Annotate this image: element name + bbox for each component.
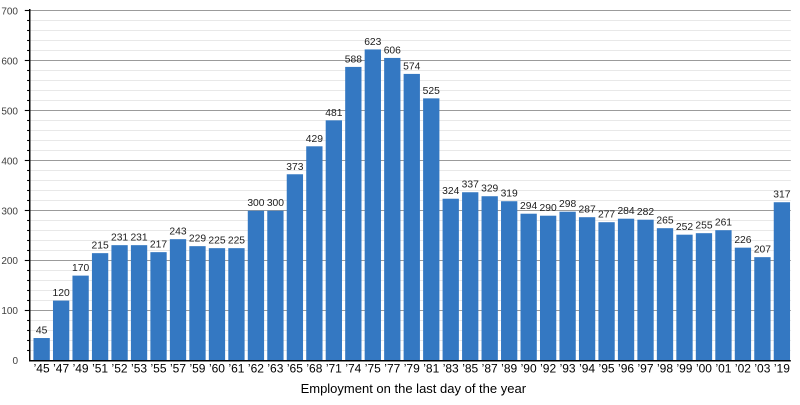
svg-text:’71: ’71 [326, 361, 342, 375]
svg-text:226: 226 [734, 235, 751, 246]
svg-text:231: 231 [111, 233, 128, 244]
svg-text:’02: ’02 [735, 361, 751, 375]
svg-text:287: 287 [578, 205, 595, 216]
svg-text:207: 207 [754, 245, 771, 256]
svg-text:’97: ’97 [638, 361, 654, 375]
svg-text:215: 215 [91, 241, 108, 252]
svg-text:265: 265 [656, 216, 673, 227]
svg-text:231: 231 [130, 233, 147, 244]
svg-text:300: 300 [1, 206, 18, 217]
svg-text:’98: ’98 [657, 361, 673, 375]
svg-text:’19: ’19 [774, 361, 790, 375]
svg-text:’68: ’68 [306, 361, 322, 375]
svg-text:100: 100 [1, 306, 18, 317]
svg-text:337: 337 [462, 180, 479, 191]
svg-text:294: 294 [520, 201, 537, 212]
svg-text:’77: ’77 [384, 361, 400, 375]
svg-text:290: 290 [540, 203, 557, 214]
svg-text:298: 298 [559, 199, 576, 210]
svg-text:’55: ’55 [151, 361, 167, 375]
svg-text:319: 319 [501, 189, 518, 200]
svg-text:’96: ’96 [618, 361, 634, 375]
svg-text:’99: ’99 [676, 361, 692, 375]
svg-text:225: 225 [228, 236, 245, 247]
svg-text:’00: ’00 [696, 361, 712, 375]
svg-text:’62: ’62 [248, 361, 264, 375]
svg-text:’49: ’49 [73, 361, 89, 375]
svg-text:284: 284 [617, 206, 634, 217]
svg-text:’01: ’01 [715, 361, 731, 375]
svg-text:588: 588 [345, 54, 362, 65]
svg-text:255: 255 [695, 221, 712, 232]
svg-text:’59: ’59 [189, 361, 205, 375]
svg-text:700: 700 [1, 7, 18, 18]
svg-text:’83: ’83 [443, 361, 459, 375]
svg-text:0: 0 [12, 356, 18, 367]
svg-text:’61: ’61 [228, 361, 244, 375]
svg-text:252: 252 [676, 222, 693, 233]
svg-text:373: 373 [286, 162, 303, 173]
svg-text:’60: ’60 [209, 361, 225, 375]
svg-text:’75: ’75 [365, 361, 381, 375]
svg-text:Employment on the last day of: Employment on the last day of the year [301, 381, 527, 396]
svg-text:’57: ’57 [170, 361, 186, 375]
svg-text:606: 606 [384, 45, 401, 56]
svg-text:500: 500 [1, 106, 18, 117]
svg-text:400: 400 [1, 156, 18, 167]
svg-text:’03: ’03 [754, 361, 770, 375]
svg-text:200: 200 [1, 256, 18, 267]
svg-text:217: 217 [150, 240, 167, 251]
svg-text:600: 600 [1, 57, 18, 68]
svg-text:’94: ’94 [579, 361, 595, 375]
svg-text:’45: ’45 [34, 361, 50, 375]
svg-text:243: 243 [169, 227, 186, 238]
svg-text:’81: ’81 [423, 361, 439, 375]
svg-text:261: 261 [715, 218, 732, 229]
svg-text:’93: ’93 [560, 361, 576, 375]
svg-text:329: 329 [481, 184, 498, 195]
svg-text:’52: ’52 [112, 361, 128, 375]
svg-text:282: 282 [637, 207, 654, 218]
svg-text:300: 300 [267, 198, 284, 209]
svg-text:324: 324 [442, 186, 459, 197]
svg-text:’89: ’89 [501, 361, 517, 375]
svg-text:’51: ’51 [92, 361, 108, 375]
svg-text:’47: ’47 [53, 361, 69, 375]
svg-text:’65: ’65 [287, 361, 303, 375]
svg-text:’95: ’95 [599, 361, 615, 375]
svg-text:277: 277 [598, 210, 615, 221]
svg-text:300: 300 [247, 198, 264, 209]
svg-text:’74: ’74 [345, 361, 361, 375]
svg-text:’79: ’79 [404, 361, 420, 375]
svg-text:225: 225 [208, 236, 225, 247]
svg-text:’53: ’53 [131, 361, 147, 375]
svg-text:574: 574 [403, 61, 420, 72]
svg-text:229: 229 [189, 234, 206, 245]
svg-text:120: 120 [53, 288, 70, 299]
svg-text:45: 45 [36, 326, 48, 337]
svg-text:’63: ’63 [267, 361, 283, 375]
svg-text:’90: ’90 [521, 361, 537, 375]
svg-text:525: 525 [423, 86, 440, 97]
svg-text:’92: ’92 [540, 361, 556, 375]
svg-text:’87: ’87 [482, 361, 498, 375]
svg-text:170: 170 [72, 263, 89, 274]
svg-text:’85: ’85 [462, 361, 478, 375]
svg-text:317: 317 [773, 190, 790, 201]
svg-text:429: 429 [306, 134, 323, 145]
svg-text:481: 481 [325, 108, 342, 119]
svg-text:623: 623 [364, 37, 381, 48]
